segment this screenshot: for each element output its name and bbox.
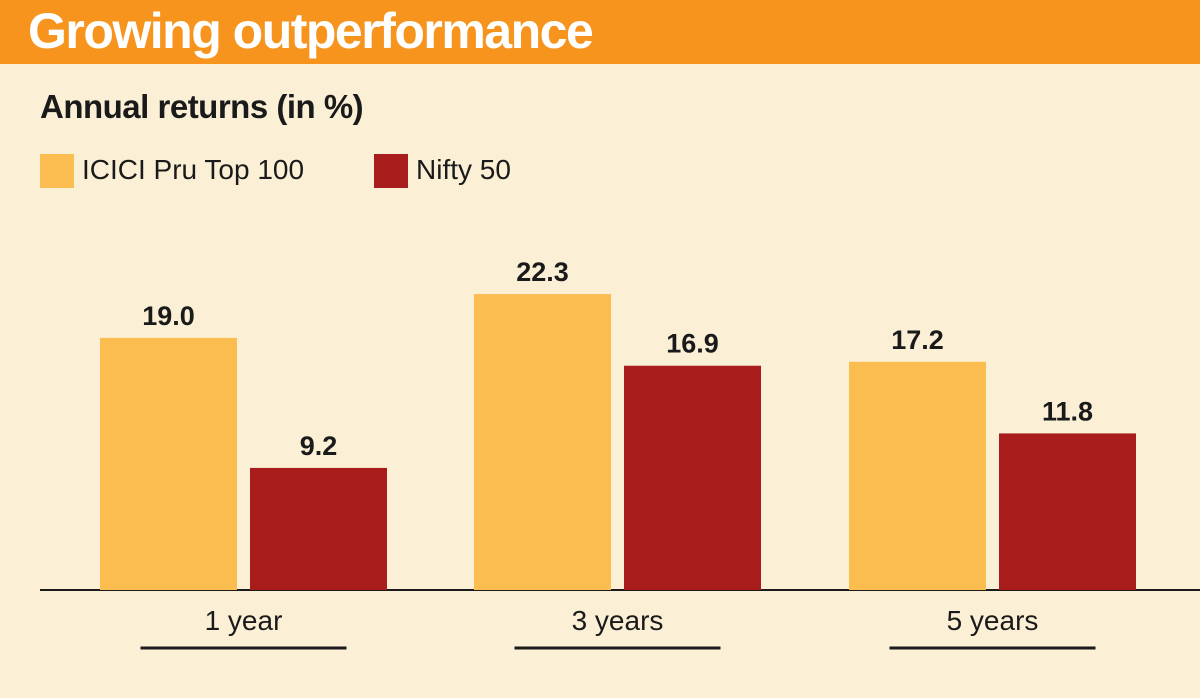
chart-subtitle: Annual returns (in %): [40, 88, 364, 125]
x-tick-label-5-years: 5 years: [947, 605, 1039, 636]
data-label-nifty-3-years: 16.9: [666, 329, 719, 359]
data-label-nifty-5-years: 11.8: [1042, 396, 1093, 426]
legend-label-nifty: Nifty 50: [416, 154, 511, 185]
legend-swatch-nifty: [374, 154, 408, 188]
x-tick-label-3-years: 3 years: [572, 605, 664, 636]
bar-nifty-5-years: [999, 433, 1136, 590]
title-bar: Growing outperformance: [0, 0, 1200, 64]
legend-label-icici: ICICI Pru Top 100: [82, 154, 305, 185]
data-label-icici-3-years: 22.3: [516, 257, 569, 287]
data-label-icici-5-years: 17.2: [891, 325, 944, 355]
bar-icici-1-year: [100, 337, 237, 590]
data-label-nifty-1-year: 9.2: [300, 431, 338, 461]
data-label-icici-1-year: 19.0: [142, 301, 195, 331]
chart-title: Growing outperformance: [28, 3, 594, 59]
bar-nifty-1-year: [250, 467, 387, 590]
bar-nifty-3-years: [624, 365, 761, 590]
bar-icici-3-years: [474, 294, 611, 590]
x-tick-label-1-year: 1 year: [205, 605, 283, 636]
legend-swatch-icici: [40, 154, 74, 188]
bar-icici-5-years: [849, 361, 986, 590]
